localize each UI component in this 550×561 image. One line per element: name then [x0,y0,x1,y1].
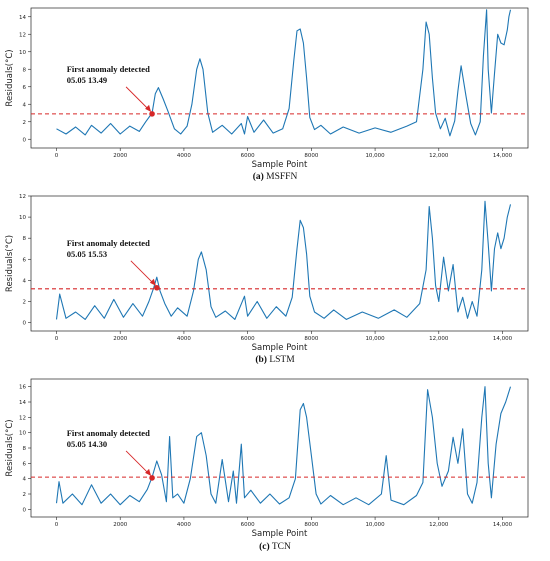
panel-tcn: 0 2000 4000 6000 8000 10,000 12,000 14,000 0 2 4 6 8… [5,378,529,552]
caption-letter: (c) [259,541,270,552]
y-axis-label: Residuals(°C) [5,49,15,106]
x-tick-label: 2000 [113,153,127,159]
annotation-arrow-shaft [125,86,151,112]
y-tick-label: 12 [19,194,26,200]
x-tick-label: 12,000 [429,153,449,159]
x-axis-label: Sample Point [252,343,308,353]
y-tick-label: 2 [23,120,27,126]
y-tick-label: 10 [19,50,26,56]
x-tick-label: 6000 [241,522,255,528]
y-tick-label: 6 [23,461,27,467]
panel-msffn: 0 2000 4000 6000 8000 10,000 12,000 14,000 0 2 4 6 8… [5,7,529,182]
x-axis-label: Sample Point [252,160,308,170]
anomaly-point [149,111,155,117]
annotation-arrow-head [149,278,156,286]
y-tick-label: 2 [23,299,27,305]
annotation-arrow-head [145,104,152,112]
x-tick-label: 0 [55,336,59,342]
annotation-title: First anomaly detected [67,238,150,248]
residual-series-line [55,386,512,506]
y-tick-label: 0 [23,137,27,143]
annotation-time: 05.05 15.53 [67,249,107,259]
y-tick-label: 10 [19,215,26,221]
x-tick-label: 2000 [113,522,127,528]
y-tick-label: 2 [23,492,27,498]
x-tick-label: 8000 [304,153,318,159]
y-tick-label: 8 [23,67,27,73]
y-tick-label: 6 [23,257,27,263]
y-tick-label: 0 [23,507,27,513]
y-tick-label: 12 [19,415,26,421]
annotation-time: 05.05 13.49 [67,75,107,85]
x-tick-label: 12,000 [429,336,449,342]
caption-letter: (b) [255,354,267,365]
anomaly-point [149,475,155,481]
x-tick-label: 0 [55,522,59,528]
annotation-title: First anomaly detected [67,64,150,74]
y-tick-label: 14 [19,15,26,21]
y-tick-label: 4 [23,278,27,284]
panel-caption: (c) TCN [259,541,291,552]
x-tick-label: 14,000 [493,153,513,159]
x-tick-label: 14,000 [493,522,513,528]
plot-frame [30,7,529,149]
x-tick-label: 10,000 [365,522,385,528]
x-tick-label: 10,000 [365,153,385,159]
x-tick-label: 0 [55,153,59,159]
panel-lstm: 0 2000 4000 6000 8000 10,000 12,000 14,000 0 2 4 6 8… [5,194,529,365]
y-tick-label: 6 [23,85,27,91]
y-tick-label: 16 [19,385,26,391]
caption-model-name: MSFFN [264,172,298,182]
annotation-title: First anomaly detected [67,428,150,438]
panel-caption: (a) MSFFN [253,171,298,182]
plot-frame [30,195,529,332]
x-tick-label: 8000 [304,336,318,342]
caption-model-name: TCN [270,542,291,552]
y-tick-label: 8 [23,236,27,242]
panel-caption: (b) LSTM [255,354,295,365]
y-tick-label: 12 [19,32,26,38]
residual-series-line [56,9,512,137]
y-tick-label: 10 [19,431,26,437]
x-tick-label: 14,000 [493,336,513,342]
annotation-arrow-shaft [130,260,156,286]
x-tick-label: 6000 [241,336,255,342]
y-tick-label: 4 [23,477,27,483]
annotation-arrow-shaft [125,450,151,476]
anomaly-point [154,284,160,291]
annotation-time: 05.05 14.30 [67,439,107,449]
y-tick-label: 4 [23,102,27,108]
y-tick-label: 14 [19,400,26,406]
y-tick-label: 0 [23,321,27,327]
x-tick-label: 12,000 [429,522,449,528]
caption-model-name: LSTM [267,355,295,365]
x-tick-label: 8000 [304,522,318,528]
x-axis-label: Sample Point [252,529,308,539]
x-tick-label: 4000 [177,153,191,159]
x-tick-label: 2000 [113,336,127,342]
x-tick-label: 4000 [177,336,191,342]
y-axis-label: Residuals(°C) [5,419,15,476]
y-tick-label: 8 [23,446,27,452]
x-tick-label: 10,000 [365,336,385,342]
y-axis-label: Residuals(°C) [5,235,15,292]
x-tick-label: 6000 [241,153,255,159]
annotation-arrow-head [145,468,152,476]
residual-series-line [55,200,512,320]
caption-letter: (a) [253,171,264,182]
x-tick-label: 4000 [177,522,191,528]
